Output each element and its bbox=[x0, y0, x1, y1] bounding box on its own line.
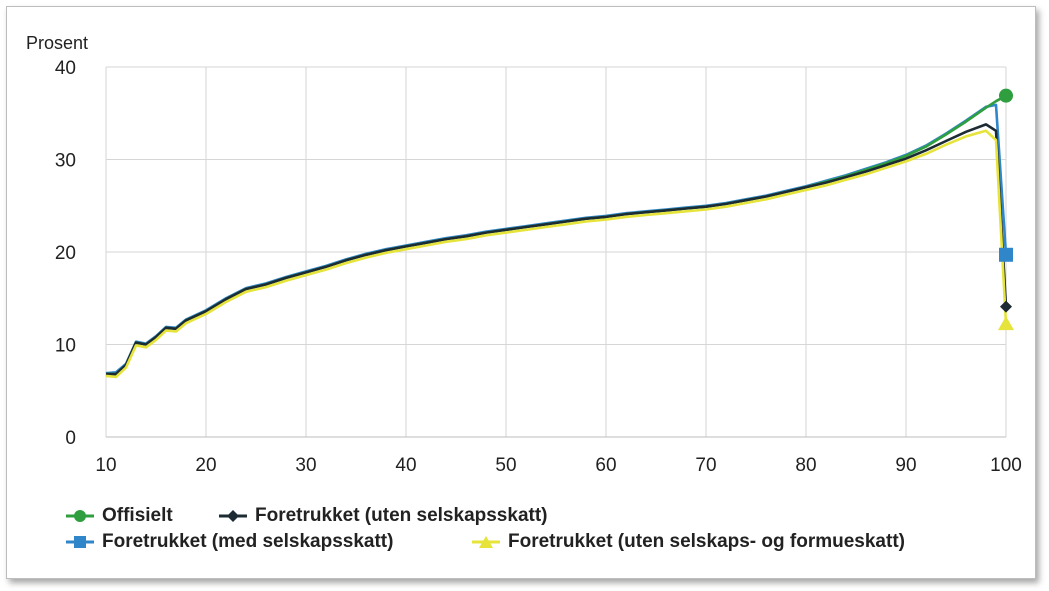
x-tick-label: 50 bbox=[495, 455, 516, 476]
legend-label: Offisielt bbox=[102, 505, 173, 526]
series-line-0 bbox=[106, 94, 1007, 376]
x-tick-label: 70 bbox=[695, 455, 716, 476]
legend-item-offisielt: Offisielt bbox=[66, 505, 173, 527]
y-axis-label: Prosent bbox=[26, 33, 88, 53]
legend-diamond-icon bbox=[219, 510, 247, 522]
y-tick-labels: 0 10 20 30 40 bbox=[55, 58, 76, 449]
legend-item-uten-selskapsskatt: Foretrukket (uten selskapsskatt) bbox=[219, 505, 548, 527]
end-marker-circle bbox=[999, 88, 1013, 103]
y-tick-label: 30 bbox=[55, 151, 76, 172]
legend-triangle-icon bbox=[472, 536, 500, 548]
x-tick-labels: 10 20 30 40 50 60 70 80 90 100 bbox=[95, 455, 1021, 476]
y-tick-label: 10 bbox=[55, 336, 76, 357]
legend-square-icon bbox=[66, 536, 94, 548]
y-tick-label: 0 bbox=[65, 428, 76, 449]
legend-circle-icon bbox=[66, 510, 94, 522]
x-tick-label: 90 bbox=[895, 455, 916, 476]
legend-label: Foretrukket (med selskapsskatt) bbox=[102, 531, 394, 552]
legend-label: Foretrukket (uten selskaps- og formueska… bbox=[508, 531, 905, 552]
legend-item-uten-selskaps-og-formueskatt: Foretrukket (uten selskaps- og formueska… bbox=[472, 531, 905, 553]
chart-frame bbox=[6, 6, 1036, 579]
x-tick-label: 80 bbox=[795, 455, 816, 476]
end-markers bbox=[998, 88, 1014, 331]
x-tick-label: 20 bbox=[195, 455, 216, 476]
series-line-3 bbox=[105, 129, 1008, 379]
series-lines bbox=[105, 94, 1008, 379]
end-marker-diamond bbox=[1000, 300, 1012, 313]
series-line-2 bbox=[105, 103, 1008, 375]
legend-item-med-selskapsskatt: Foretrukket (med selskapsskatt) bbox=[66, 531, 393, 553]
series-line-1 bbox=[106, 123, 1008, 376]
y-tick-label: 40 bbox=[55, 58, 76, 79]
x-tick-label: 60 bbox=[595, 455, 616, 476]
end-marker-triangle bbox=[998, 316, 1014, 331]
end-marker-square bbox=[999, 247, 1013, 262]
legend-label: Foretrukket (uten selskapsskatt) bbox=[255, 505, 548, 526]
grid-lines bbox=[105, 66, 1007, 438]
x-tick-label: 10 bbox=[95, 455, 116, 476]
x-tick-label: 30 bbox=[295, 455, 316, 476]
x-tick-label: 100 bbox=[990, 455, 1022, 476]
y-tick-label: 20 bbox=[55, 243, 76, 264]
x-tick-label: 40 bbox=[395, 455, 416, 476]
